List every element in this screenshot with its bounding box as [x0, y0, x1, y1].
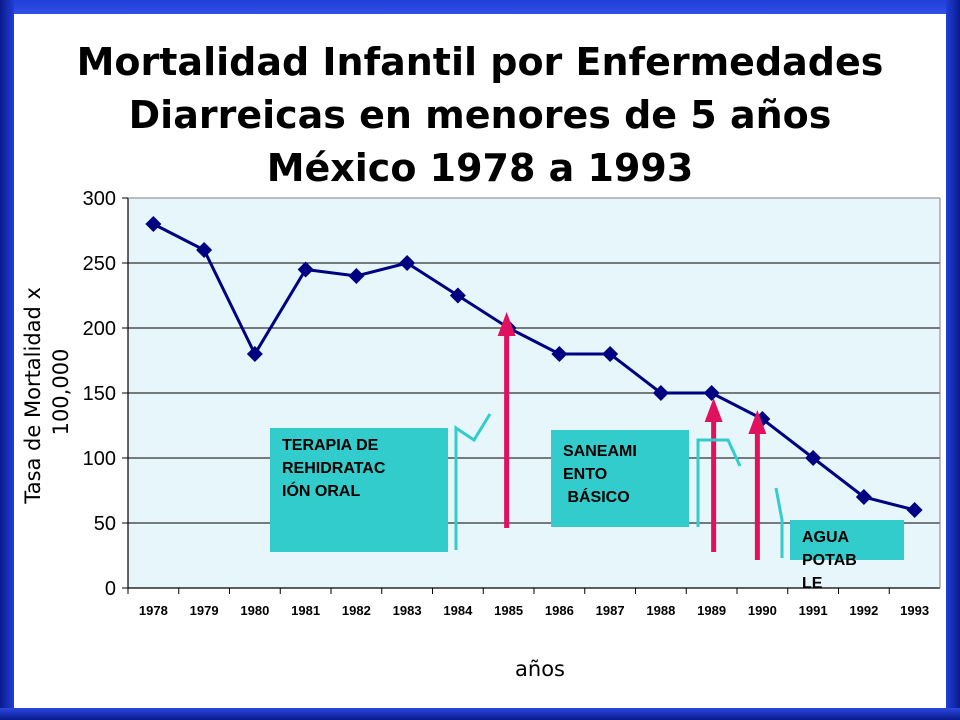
x-tick-label: 1990 [748, 603, 777, 618]
axes [127, 197, 941, 589]
series-group [145, 216, 923, 518]
y-tick-label: 300 [83, 188, 116, 210]
data-point-marker [551, 346, 568, 362]
y-tick-label: 200 [83, 318, 116, 340]
data-point-marker [348, 268, 365, 284]
annotation-line: POTAB [802, 552, 857, 569]
title-line-2: Diarreicas en menores de 5 años [128, 93, 832, 137]
data-point-marker [196, 242, 213, 258]
x-axis-label: años [515, 657, 565, 681]
annotation-basic-sanitation: SANEAMI ENTO BÁSICO [551, 430, 689, 527]
annotation-line: BÁSICO [563, 489, 630, 506]
y-tick-labels: 0 50 100 150 200 250 300 [83, 188, 116, 600]
x-tick-label: 1985 [494, 603, 523, 618]
x-tick-label: 1986 [545, 603, 574, 618]
data-point-marker [906, 502, 923, 518]
x-tick-label: 1980 [240, 603, 269, 618]
x-tick-label: 1979 [190, 603, 219, 618]
intervention-arrow-head [748, 410, 767, 434]
title-line-3: México 1978 a 1993 [266, 146, 694, 190]
x-tick-label: 1989 [697, 603, 726, 618]
x-tick-label: 1993 [900, 603, 929, 618]
annotation-rehydration-therapy: TERAPIA DE REHIDRATAC IÓN ORAL [270, 428, 448, 552]
y-tick-label: 50 [94, 513, 116, 535]
annotation-line: AGUA [802, 529, 850, 546]
x-tick-label: 1984 [443, 603, 473, 618]
data-point-marker [399, 255, 416, 271]
intervention-arrow-head [704, 398, 723, 422]
x-tick-label: 1991 [799, 603, 828, 618]
y-axis-label: Tasa de Mortalidad x 100,000 [21, 280, 73, 504]
annotation-marks [454, 312, 784, 560]
annotation-line: LE [802, 575, 823, 592]
x-tick-label: 1987 [596, 603, 625, 618]
x-tick-label: 1981 [291, 603, 320, 618]
x-tick-label: 1988 [646, 603, 675, 618]
y-tick-label: 0 [105, 578, 116, 600]
series-line [152, 222, 915, 512]
annotation-line: TERAPIA DE [282, 437, 379, 454]
slide-frame-bottom [0, 708, 960, 720]
bracket-connector [774, 487, 784, 558]
x-tick-label: 1978 [139, 603, 168, 618]
annotation-drinking-water: AGUA POTAB LE [790, 520, 904, 592]
y-tick-label: 250 [83, 253, 116, 275]
data-point-marker [652, 385, 669, 401]
y-axis-label-line-2: 100,000 [49, 349, 73, 436]
x-tick-label: 1982 [342, 603, 371, 618]
intervention-arrow-head [497, 312, 516, 336]
bracket-connector [696, 438, 742, 527]
data-point-marker [602, 346, 619, 362]
x-tick-labels: 1978 1979 1980 1981 1982 1983 1984 1985 1986 1987… [139, 603, 929, 618]
data-point-marker [855, 489, 872, 505]
annotation-line: IÓN ORAL [282, 483, 361, 500]
y-tick-label: 150 [83, 383, 116, 405]
slide-frame-right [946, 0, 960, 720]
data-point-marker [297, 261, 314, 278]
data-point-marker [805, 450, 822, 466]
y-axis-label-line-1: Tasa de Mortalidad x [21, 287, 45, 505]
annotation-line: ENTO [563, 466, 608, 483]
x-tick-label: 1983 [393, 603, 422, 618]
x-tick-label: 1992 [849, 603, 878, 618]
bracket-connector [454, 413, 492, 550]
slide-frame-top [0, 0, 960, 14]
slide-title: Mortalidad Infantil por Enfermedades Dia… [40, 36, 920, 195]
title-line-1: Mortalidad Infantil por Enfermedades [76, 40, 884, 84]
data-point-marker [449, 287, 466, 304]
slide-frame-left [0, 0, 14, 720]
y-tick-label: 100 [83, 448, 116, 470]
data-point-marker [703, 385, 720, 401]
annotation-line: SANEAMI [563, 443, 637, 460]
data-point-marker [145, 216, 162, 232]
annotation-line: REHIDRATAC [282, 460, 386, 477]
data-point-marker [246, 346, 263, 362]
